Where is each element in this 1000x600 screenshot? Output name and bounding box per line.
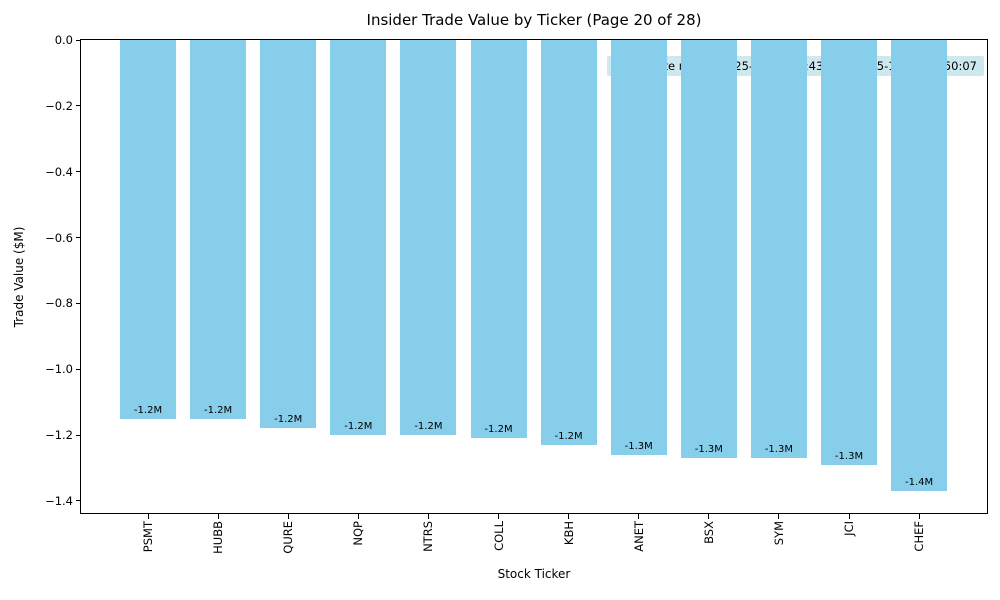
x-tick-label-coll: COLL (491, 521, 506, 551)
y-tick-label: −1.0 (45, 362, 73, 377)
y-tick-label: −1.2 (45, 428, 73, 442)
bar-nqp: -1.2M (330, 40, 387, 435)
bar-chef: -1.4M (891, 40, 948, 491)
x-tick-mark (357, 514, 359, 519)
x-tick-label-sym: SYM (771, 521, 786, 546)
bar-value-label: -1.3M (764, 444, 793, 456)
bar-value-label: -1.3M (624, 440, 653, 452)
y-tick-label: −1.4 (45, 493, 73, 508)
bar-coll: -1.2M (470, 40, 527, 439)
plot-area: Trade Value ($M) Trade date range: 2025-… (12, 33, 988, 554)
bar-sym: -1.3M (750, 40, 807, 459)
bar-value-label: -1.2M (204, 404, 233, 416)
x-tick-mark (568, 514, 570, 519)
y-tick-mark (76, 39, 81, 41)
x-tick-mark (638, 514, 640, 519)
y-tick-label: −0.6 (45, 230, 73, 245)
bar-hubb: -1.2M (190, 40, 247, 419)
chart-title: Insider Trade Value by Ticker (Page 20 o… (366, 11, 702, 29)
y-tick-label: −0.8 (45, 296, 73, 311)
y-tick-mark (76, 105, 81, 107)
x-tick-label-kbh: KBH (561, 521, 576, 546)
bar-value-label: -1.2M (133, 404, 163, 416)
bar-kbh: -1.2M (540, 40, 597, 445)
x-tick-label-qure: QURE (281, 521, 296, 554)
bar-value-label: -1.2M (344, 421, 373, 432)
bar-ntrs: -1.2M (400, 40, 457, 435)
bar-jci: -1.3M (821, 40, 877, 465)
x-tick-label-psmt: PSMT (141, 521, 155, 553)
bar-value-label: -1.3M (694, 444, 723, 456)
bar-value-label: -1.4M (905, 476, 934, 488)
x-tick-mark (217, 514, 219, 519)
bar-value-label: -1.2M (554, 430, 583, 442)
y-tick-label: −0.2 (45, 98, 73, 113)
x-tick-label-chef: CHEF (912, 521, 927, 552)
y-tick-mark (76, 434, 81, 436)
x-tick-label-nqp: NQP (351, 521, 366, 546)
y-tick-mark (76, 500, 81, 502)
x-tick-label-bsx: BSX (701, 521, 716, 544)
bar-bsx: -1.3M (680, 40, 737, 459)
bar-value-label: -1.2M (484, 424, 513, 436)
y-tick-mark (76, 368, 81, 370)
y-tick-label: 0.0 (54, 33, 73, 47)
bar-value-label: -1.3M (834, 450, 864, 462)
bar-qure: -1.2M (260, 40, 317, 429)
x-tick-mark (848, 514, 850, 519)
x-tick-mark (147, 514, 149, 519)
x-tick-label-anet: ANET (631, 521, 646, 552)
bar-value-label: -1.2M (274, 414, 303, 426)
x-tick-mark (427, 514, 429, 519)
y-tick-mark (76, 237, 81, 238)
x-tick-mark (918, 514, 920, 519)
x-axis-label: Stock Ticker (497, 567, 571, 581)
bar-psmt: -1.2M (120, 40, 176, 419)
x-tick-label-jci: JCI (842, 521, 856, 536)
x-tick-mark (498, 514, 499, 519)
x-tick-label-ntrs: NTRS (421, 521, 436, 552)
y-tick-label: −0.4 (45, 164, 73, 179)
bar-value-label: -1.2M (414, 421, 443, 432)
x-tick-mark (778, 514, 780, 519)
x-tick-mark (708, 514, 710, 519)
y-tick-mark (76, 171, 81, 173)
y-tick-mark (76, 302, 81, 304)
bar-anet: -1.3M (610, 40, 667, 455)
x-tick-label-hubb: HUBB (211, 521, 226, 554)
x-tick-mark (287, 514, 289, 519)
